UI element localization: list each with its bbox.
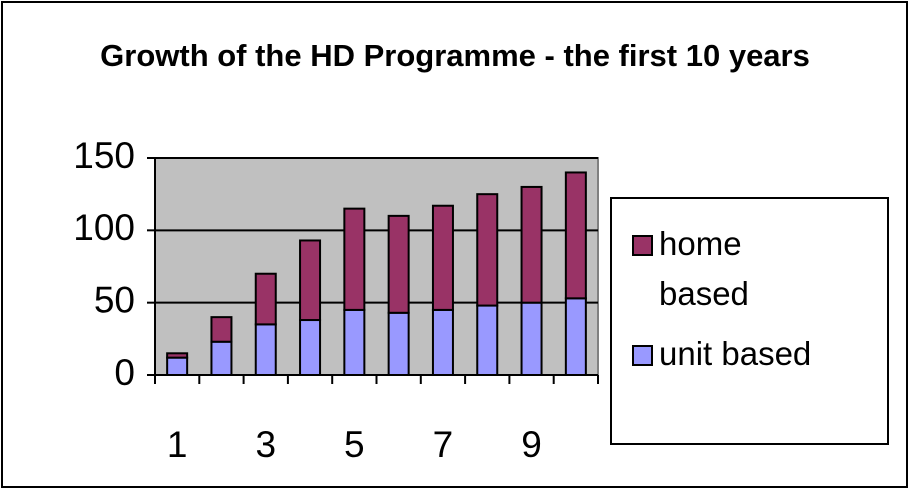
bar-segment <box>254 323 277 377</box>
bar-segment <box>166 352 189 359</box>
x-tick-label: 5 <box>344 424 365 465</box>
bar-segment <box>387 214 410 314</box>
legend-label: unit based <box>659 335 812 372</box>
bar-segment <box>299 239 322 322</box>
bar-segment <box>166 356 189 377</box>
legend-swatch <box>632 345 653 366</box>
bar-segment <box>343 308 366 376</box>
bar-segment <box>254 272 277 326</box>
bar-segment <box>387 311 410 376</box>
y-tick-label: 0 <box>114 352 135 393</box>
bar-segment <box>564 297 587 376</box>
bar-segment <box>210 340 233 376</box>
legend-swatch <box>632 235 653 256</box>
bar-segment <box>299 319 322 377</box>
legend: home based unit based <box>610 197 889 445</box>
y-tick-label: 150 <box>73 135 135 176</box>
bar-segment <box>476 193 499 307</box>
bar-segment <box>431 308 454 376</box>
bar-segment <box>520 301 543 376</box>
bar-segment <box>431 204 454 311</box>
x-tick-label: 9 <box>521 424 542 465</box>
legend-label: home based <box>659 225 749 312</box>
bar-segment <box>476 304 499 376</box>
x-tick-label: 7 <box>433 424 454 465</box>
x-tick-label: 3 <box>255 424 276 465</box>
chart-title: Growth of the HD Programme - the first 1… <box>100 38 810 73</box>
bar-segment <box>564 171 587 300</box>
x-tick-label: 1 <box>167 424 188 465</box>
bar-segment <box>520 185 543 304</box>
bar-segment <box>210 316 233 343</box>
y-tick-label: 50 <box>94 279 135 320</box>
bar-segment <box>343 207 366 311</box>
y-tick-label: 100 <box>73 207 135 248</box>
legend-item: home based <box>632 219 887 319</box>
legend-item: unit based <box>632 329 887 379</box>
